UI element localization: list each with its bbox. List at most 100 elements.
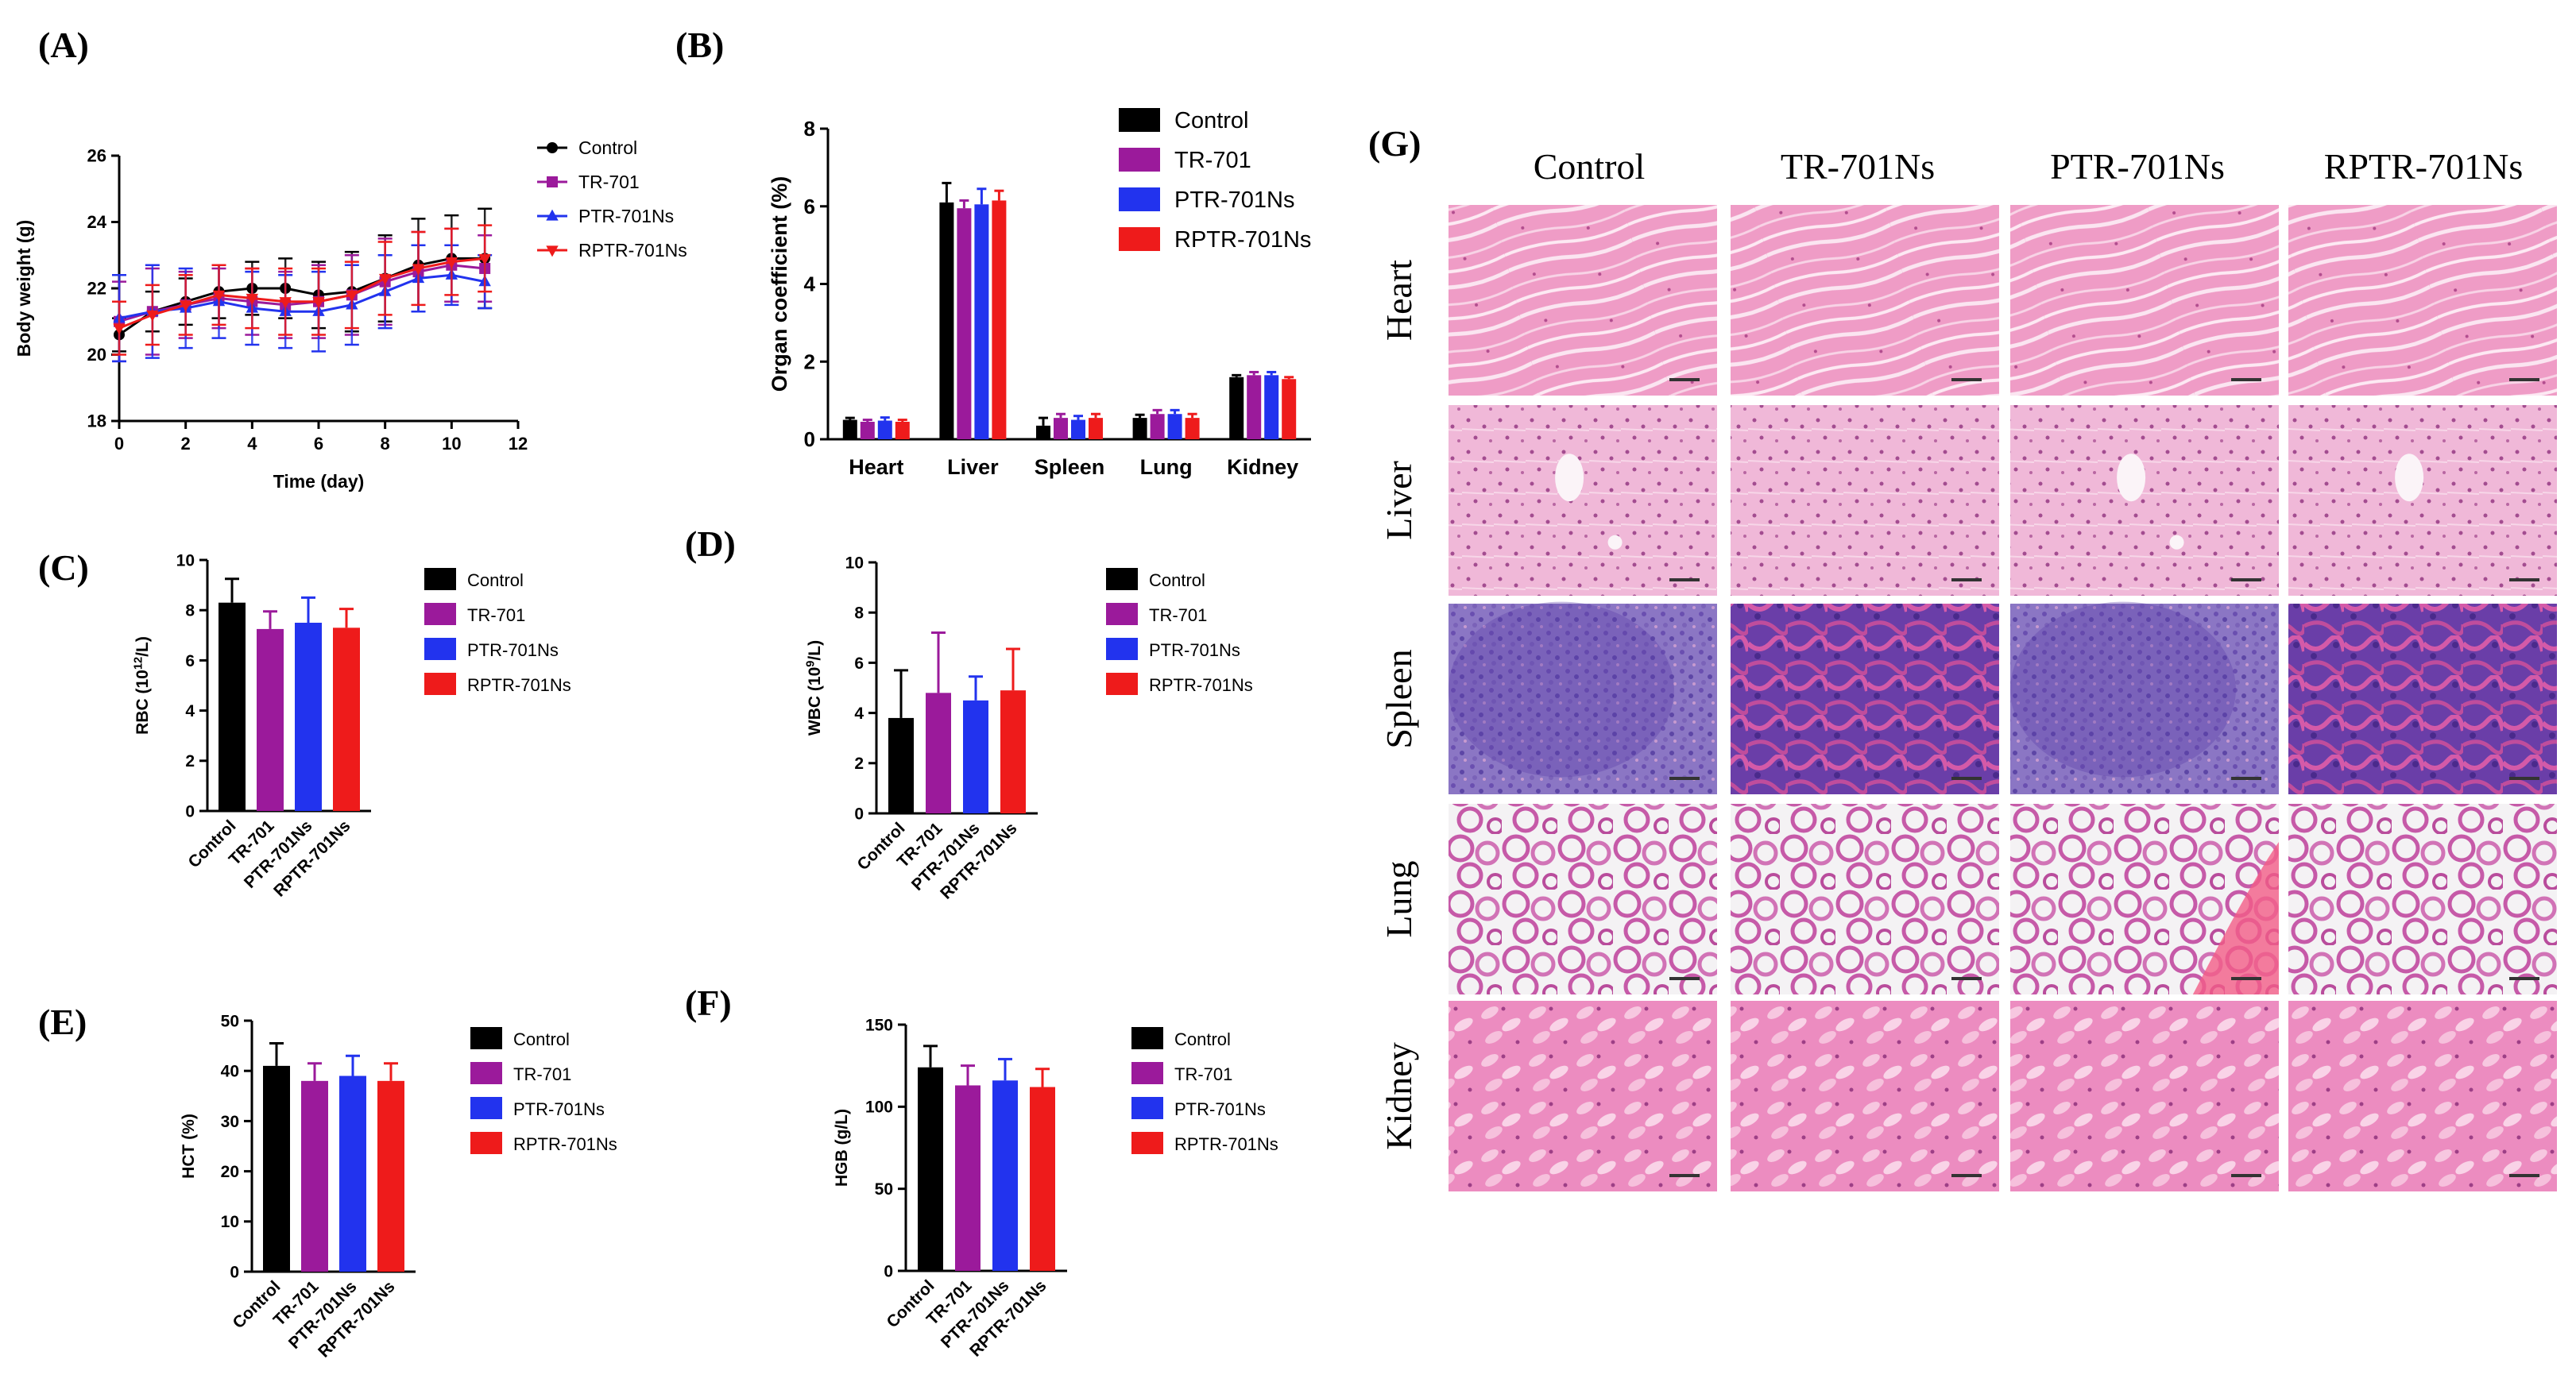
data-point-a-3-8: [378, 273, 392, 285]
y-axis-label-e: HCT (%): [180, 1114, 198, 1179]
bar-c-1: [257, 628, 284, 811]
bar-b-2-0: [1036, 425, 1050, 439]
bar-c-2: [295, 623, 322, 811]
histology-image-lung-1: [1731, 804, 1999, 994]
histology-tile-4-0: [1449, 1001, 1717, 1191]
legend-label-c-0: Control: [467, 570, 524, 590]
histology-tile-2-0: [1449, 604, 1717, 794]
histology-image-spleen-2: [2010, 601, 2279, 794]
series-a-0: [112, 207, 493, 353]
histology-row-label-3: Lung: [1379, 860, 1419, 937]
legend-label-e-3: RPTR-701Ns: [513, 1134, 617, 1154]
y-tick-label-b-4: 8: [804, 117, 815, 141]
y-tick-label-d-3: 6: [854, 655, 864, 673]
liver-vessel-small-0: [1607, 535, 1623, 550]
legend-label-f-0: Control: [1174, 1029, 1231, 1049]
y-tick-label-c-0: 0: [185, 802, 195, 821]
bar-b-2-1: [1054, 418, 1068, 439]
y-tick-label-d-1: 2: [854, 755, 864, 773]
legend-swatch-d-3: [1106, 673, 1138, 695]
legend-label-e-2: PTR-701Ns: [513, 1099, 605, 1119]
legend-label-f-2: PTR-701Ns: [1174, 1099, 1266, 1119]
y-tick-label-f-3: 150: [865, 1016, 893, 1034]
series-line-a-3: [118, 257, 485, 330]
scale-bar-4-2: [2231, 1174, 2261, 1177]
scale-bar-3-3: [2509, 977, 2539, 980]
legend-swatch-e-2: [470, 1097, 502, 1119]
legend-label-a-2: PTR-701Ns: [578, 206, 674, 226]
x-tick-label-a-1: 2: [181, 434, 191, 454]
bar-b-4-1: [1247, 375, 1262, 439]
panel-label-b: (B): [675, 25, 724, 65]
scale-bar-2-1: [1951, 777, 1982, 780]
legend-label-a-1: TR-701: [578, 172, 640, 192]
legend-swatch-c-1: [424, 603, 456, 625]
legend-swatch-b-0: [1119, 108, 1160, 132]
legend-label-e-1: TR-701: [513, 1064, 571, 1084]
chart-d: 0 2 4 6 8 10 WBC (109/L) Control TR-701 PTR-701Ns…: [805, 554, 1253, 902]
bar-b-2-2: [1071, 419, 1085, 439]
bar-b-3-1: [1150, 414, 1165, 439]
histology-row-label-4: Kidney: [1379, 1042, 1419, 1149]
scale-bar-1-2: [2231, 578, 2261, 581]
bar-b-3-3: [1185, 418, 1200, 439]
bar-b-0-1: [860, 422, 875, 439]
histology-tile-1-0: [1449, 405, 1717, 596]
spleen-follicle-2: [2010, 601, 2236, 778]
bar-b-1-3: [992, 200, 1007, 439]
legend-label-b-1: TR-701: [1174, 148, 1251, 173]
histology-image-liver-3: [2288, 405, 2557, 596]
y-tick-label-a-4: 26: [87, 146, 106, 166]
scale-bar-0-0: [1669, 378, 1700, 381]
x-tick-label-e-0: Control: [229, 1277, 284, 1332]
y-axis-label-sup-d: 9: [805, 661, 818, 667]
histology-tile-1-2: [2010, 405, 2279, 596]
legend-swatch-f-1: [1131, 1062, 1163, 1084]
legend-marker-a-1: [547, 176, 558, 187]
bar-b-1-1: [957, 208, 972, 439]
y-tick-label-a-1: 20: [87, 345, 106, 365]
data-point-a-3-0: [113, 323, 126, 335]
legend-swatch-d-2: [1106, 638, 1138, 660]
x-tick-label-a-5: 10: [442, 434, 461, 454]
histology-row-label-2: Spleen: [1379, 649, 1419, 748]
legend-label-d-0: Control: [1149, 570, 1205, 590]
bar-f-0: [918, 1067, 943, 1271]
histology-tile-4-2: [2010, 1001, 2279, 1191]
scale-bar-2-3: [2509, 777, 2539, 780]
y-tick-label-a-2: 22: [87, 279, 106, 299]
x-tick-label-b-0: Heart: [849, 455, 903, 479]
y-axis-label-tail-d: /L): [806, 640, 824, 661]
y-tick-label-e-1: 10: [221, 1213, 239, 1231]
y-tick-label-d-4: 8: [854, 604, 864, 623]
y-tick-label-c-5: 10: [176, 551, 195, 570]
legend-swatch-d-0: [1106, 568, 1138, 590]
scale-bar-1-1: [1951, 578, 1982, 581]
legend-swatch-d-1: [1106, 603, 1138, 625]
data-point-a-3-11: [478, 253, 491, 265]
y-axis-label-d: WBC (109/L): [805, 640, 824, 736]
liver-vessel-3: [2395, 454, 2424, 502]
legend-swatch-e-0: [470, 1027, 502, 1049]
bar-e-0: [263, 1065, 290, 1272]
x-tick-label-a-2: 4: [247, 434, 257, 454]
histology-image-heart-1: [1731, 205, 1999, 396]
y-tick-label-e-5: 50: [221, 1012, 239, 1030]
legend-label-e-0: Control: [513, 1029, 570, 1049]
legend-label-c-2: PTR-701Ns: [467, 640, 559, 660]
x-tick-label-c-0: Control: [184, 817, 239, 871]
liver-vessel-small-2: [2169, 535, 2184, 550]
legend-swatch-c-2: [424, 638, 456, 660]
scale-bar-0-2: [2231, 378, 2261, 381]
x-tick-label-b-3: Lung: [1140, 455, 1193, 479]
data-point-a-3-4: [246, 293, 259, 305]
legend-label-b-2: PTR-701Ns: [1174, 187, 1295, 213]
data-point-a-3-3: [212, 290, 226, 302]
legend-swatch-b-3: [1119, 227, 1160, 251]
bar-b-0-3: [895, 422, 910, 439]
scale-bar-2-2: [2231, 777, 2261, 780]
data-point-a-3-2: [179, 300, 192, 312]
bar-b-3-0: [1132, 418, 1147, 439]
scale-bar-3-1: [1951, 977, 1982, 980]
